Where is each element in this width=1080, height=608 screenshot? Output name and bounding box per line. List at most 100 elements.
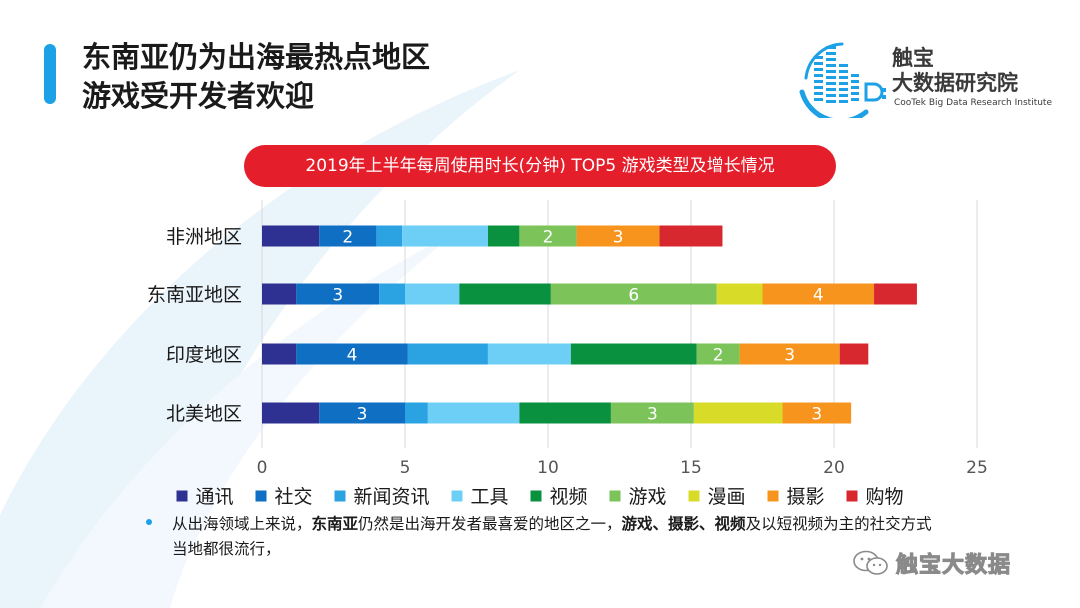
bar-segment [262, 283, 297, 305]
bar-segment [262, 225, 320, 247]
legend-swatch [846, 490, 858, 502]
chart-bars [262, 225, 917, 424]
bar-segment [519, 402, 611, 424]
bar-segment [693, 402, 783, 424]
legend-label: 工具 [471, 486, 509, 508]
bar-data-label: 4 [347, 346, 358, 366]
wechat-watermark: 触宝大数据 [852, 548, 1012, 579]
bar-segment [319, 402, 405, 424]
bar-segment [459, 283, 551, 305]
bar-segment [570, 343, 697, 365]
note-bullet-icon [146, 519, 152, 525]
legend-label: 购物 [866, 486, 904, 508]
page-title: 东南亚仍为出海最热点地区 游戏受开发者欢迎 [82, 38, 430, 116]
bar-segment [296, 283, 380, 305]
bar-segment [696, 343, 740, 365]
bar-segment [874, 283, 917, 305]
bar-segment [402, 225, 488, 247]
bar-segment [739, 343, 840, 365]
legend-label: 通讯 [196, 486, 234, 508]
bar-segment [782, 402, 852, 424]
bar-data-label: 2 [342, 228, 353, 248]
bar-segment [405, 283, 460, 305]
insight-note: 从出海领域上来说，东南亚仍然是出海开发者最喜爱的地区之一，游戏、摄影、视频及以短… [172, 512, 932, 562]
bar-segment [839, 343, 869, 365]
bar-segment [487, 225, 520, 247]
x-tick-label: 15 [680, 458, 702, 478]
x-tick-label: 10 [537, 458, 559, 478]
chart-data-labels: 2 2 3 3 6 4 4 2 3 3 3 3 [332, 228, 823, 425]
legend-label: 社交 [275, 486, 313, 508]
brand-logo: 触宝 大数据研究院 CooTek Big Data Research Insti… [796, 38, 1052, 118]
note-bold2: 游戏、摄影、视频 [621, 515, 746, 533]
legend-label: 视频 [550, 486, 588, 508]
page-title-line1: 东南亚仍为出海最热点地区 [82, 40, 431, 74]
legend-swatch [334, 490, 346, 502]
category-label: 北美地区 [166, 403, 242, 425]
bar-segment [379, 283, 405, 305]
chart-legend: 通讯 社交 新闻资讯 工具 视频 游戏 漫画 摄影 购物 [176, 486, 904, 508]
bar-data-label: 4 [813, 286, 824, 306]
bar-data-label: 2 [543, 228, 554, 248]
chart-x-ticks: 0 5 10 15 20 25 [257, 458, 988, 478]
legend-swatch [451, 490, 463, 502]
legend-swatch [255, 490, 267, 502]
bar-data-label: 3 [647, 405, 658, 425]
category-label: 非洲地区 [166, 226, 242, 248]
chart-title-pill: 2019年上半年每周使用时长(分钟) TOP5 游戏类型及增长情况 [244, 145, 836, 187]
bar-data-label: 2 [713, 346, 724, 366]
logo-text-cn-line2: 大数据研究院 [892, 71, 1018, 95]
legend-label: 新闻资讯 [354, 486, 430, 508]
bar-data-label: 3 [332, 286, 343, 306]
legend-label: 摄影 [787, 486, 825, 508]
bar-segment [576, 225, 660, 247]
bar-segment [407, 343, 488, 365]
bar-segment [427, 402, 520, 424]
bar-segment [762, 283, 875, 305]
bar-segment [519, 225, 577, 247]
bar-segment [550, 283, 717, 305]
logo-text-cn-line1: 触宝 [892, 46, 934, 70]
bar-segment [610, 402, 694, 424]
wechat-icon [853, 550, 888, 575]
legend-swatch [530, 490, 542, 502]
legend-label: 漫画 [708, 486, 746, 508]
bar-data-label: 3 [811, 405, 822, 425]
bar-segment [262, 343, 297, 365]
bar-data-label: 3 [613, 228, 624, 248]
note-part1: 从出海领域上来说， [172, 515, 312, 533]
bar-segment [405, 402, 428, 424]
bar-segment [296, 343, 408, 365]
bar-segment [487, 343, 571, 365]
note-part2: 仍然是出海开发者最喜爱的地区之一， [358, 515, 622, 533]
legend-label: 游戏 [629, 486, 667, 508]
legend-swatch [688, 490, 700, 502]
bar-segment [659, 225, 723, 247]
legend-swatch [176, 490, 188, 502]
bar-segment [262, 402, 320, 424]
note-part3: 及以短视频为主的社交方式当地都很流行， [172, 515, 932, 558]
cootek-building-icon [799, 42, 886, 118]
bar-data-label: 6 [628, 286, 639, 306]
legend-swatch [609, 490, 621, 502]
bar-segment [716, 283, 763, 305]
note-bold1: 东南亚 [311, 515, 359, 533]
bar-data-label: 3 [784, 346, 795, 366]
bar-data-label: 3 [357, 405, 368, 425]
legend-swatch [767, 490, 779, 502]
x-tick-label: 0 [257, 458, 268, 478]
logo-text-en: CooTek Big Data Research Institute [894, 98, 1052, 108]
x-tick-label: 5 [400, 458, 411, 478]
bar-segment [376, 225, 403, 247]
category-label: 东南亚地区 [147, 284, 242, 306]
watermark-text: 触宝大数据 [895, 553, 1012, 579]
x-tick-label: 20 [823, 458, 845, 478]
x-tick-label: 25 [966, 458, 988, 478]
category-label: 印度地区 [166, 344, 242, 366]
page-title-line2: 游戏受开发者欢迎 [82, 79, 315, 113]
title-accent-bar [44, 44, 56, 104]
bar-segment [319, 225, 377, 247]
